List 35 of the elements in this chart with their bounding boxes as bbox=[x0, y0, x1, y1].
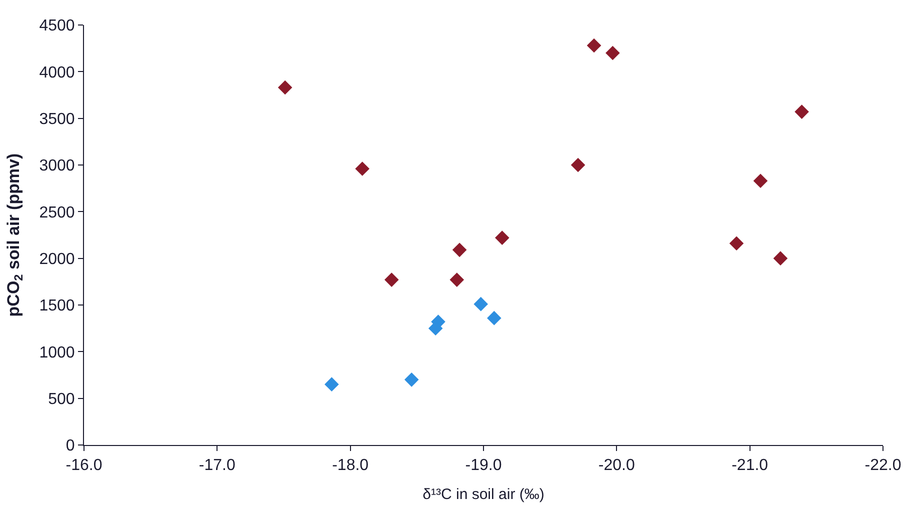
point bbox=[355, 162, 370, 176]
point bbox=[586, 38, 602, 53]
x-tick-label: -21.0 bbox=[732, 457, 768, 474]
point bbox=[450, 272, 464, 287]
y-tick-label: 3000 bbox=[39, 158, 75, 175]
point bbox=[773, 251, 788, 266]
x-tick-label: -16.0 bbox=[66, 457, 102, 474]
point bbox=[324, 377, 339, 392]
x-tick-label: -18.0 bbox=[332, 457, 369, 474]
point bbox=[729, 236, 744, 251]
x-tick-label: -17.0 bbox=[198, 457, 236, 474]
y-tick-label: 500 bbox=[48, 390, 75, 408]
y-tick-label: 1000 bbox=[39, 344, 75, 362]
y-tick-label: 4000 bbox=[39, 64, 75, 82]
y-tick-label: 2000 bbox=[39, 250, 75, 268]
point bbox=[404, 372, 419, 387]
point bbox=[753, 174, 768, 188]
y-tick-label: 2500 bbox=[39, 204, 75, 222]
point bbox=[494, 230, 510, 245]
x-tick-label: -20.0 bbox=[598, 457, 636, 474]
x-tick-label: -19.0 bbox=[465, 457, 502, 474]
y-tick-label: 3500 bbox=[39, 110, 75, 128]
point bbox=[606, 46, 620, 60]
y-tick-label: 1500 bbox=[39, 298, 75, 315]
y-tick-label: 0 bbox=[66, 438, 75, 455]
x-axis-title: δ¹³C in soil air (‰) bbox=[422, 486, 544, 504]
point bbox=[487, 310, 502, 326]
point bbox=[384, 272, 399, 287]
point bbox=[474, 296, 488, 312]
point bbox=[278, 80, 292, 95]
point bbox=[794, 104, 809, 119]
point bbox=[452, 242, 467, 258]
x-tick-label: -22.0 bbox=[864, 457, 902, 474]
y-tick-label: 4500 bbox=[39, 18, 75, 35]
point bbox=[570, 158, 586, 172]
